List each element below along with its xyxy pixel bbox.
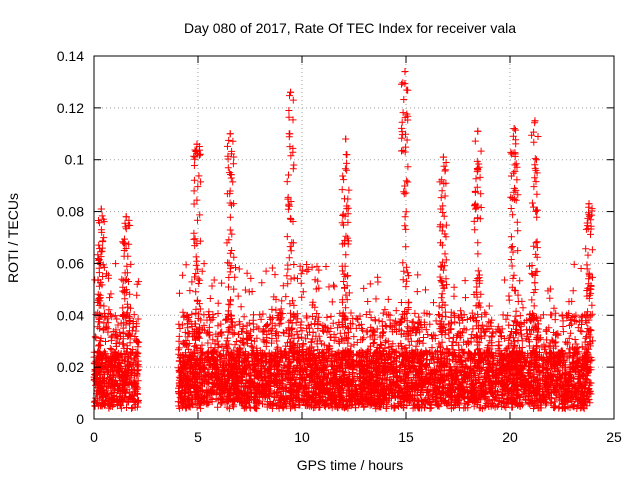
y-tick-label: 0.14 <box>57 48 84 64</box>
peak-point <box>510 125 518 133</box>
peak-point <box>439 153 447 161</box>
peak-point <box>122 213 130 221</box>
y-tick-label: 0.08 <box>57 204 84 220</box>
y-tick-label: 0.12 <box>57 100 84 116</box>
x-axis-label: GPS time / hours <box>297 457 404 473</box>
peak-point <box>474 127 482 135</box>
x-tick-label: 25 <box>606 429 622 445</box>
x-tick-label: 20 <box>502 429 518 445</box>
plot-frame <box>93 55 615 420</box>
peak-point <box>97 205 105 213</box>
y-tick-label: 0.1 <box>65 152 85 168</box>
y-axis-label: ROTI / TECUs <box>5 193 21 283</box>
y-tick-label: 0.02 <box>57 359 84 375</box>
x-tick-label: 0 <box>90 429 98 445</box>
scatter-points <box>90 68 597 413</box>
peak-point <box>193 140 201 148</box>
peak-point <box>401 68 409 76</box>
x-tick-label: 10 <box>294 429 310 445</box>
peak-point <box>585 200 593 208</box>
y-tick-label: 0 <box>76 411 84 427</box>
x-tick-label: 5 <box>194 429 202 445</box>
data-points <box>90 68 597 413</box>
x-tick-label: 15 <box>398 429 414 445</box>
peak-point <box>287 88 295 96</box>
chart-title: Day 080 of 2017, Rate Of TEC Index for r… <box>184 20 516 36</box>
peak-point <box>226 130 234 138</box>
y-tick-label: 0.04 <box>57 307 84 323</box>
peak-point <box>342 135 350 143</box>
y-tick-label: 0.06 <box>57 255 84 271</box>
peak-point <box>531 117 539 125</box>
axis-ticks: 0 0.02 0.04 0.06 0.08 0.1 0.12 0.14 0 5 10 15 20 25 <box>57 48 622 445</box>
